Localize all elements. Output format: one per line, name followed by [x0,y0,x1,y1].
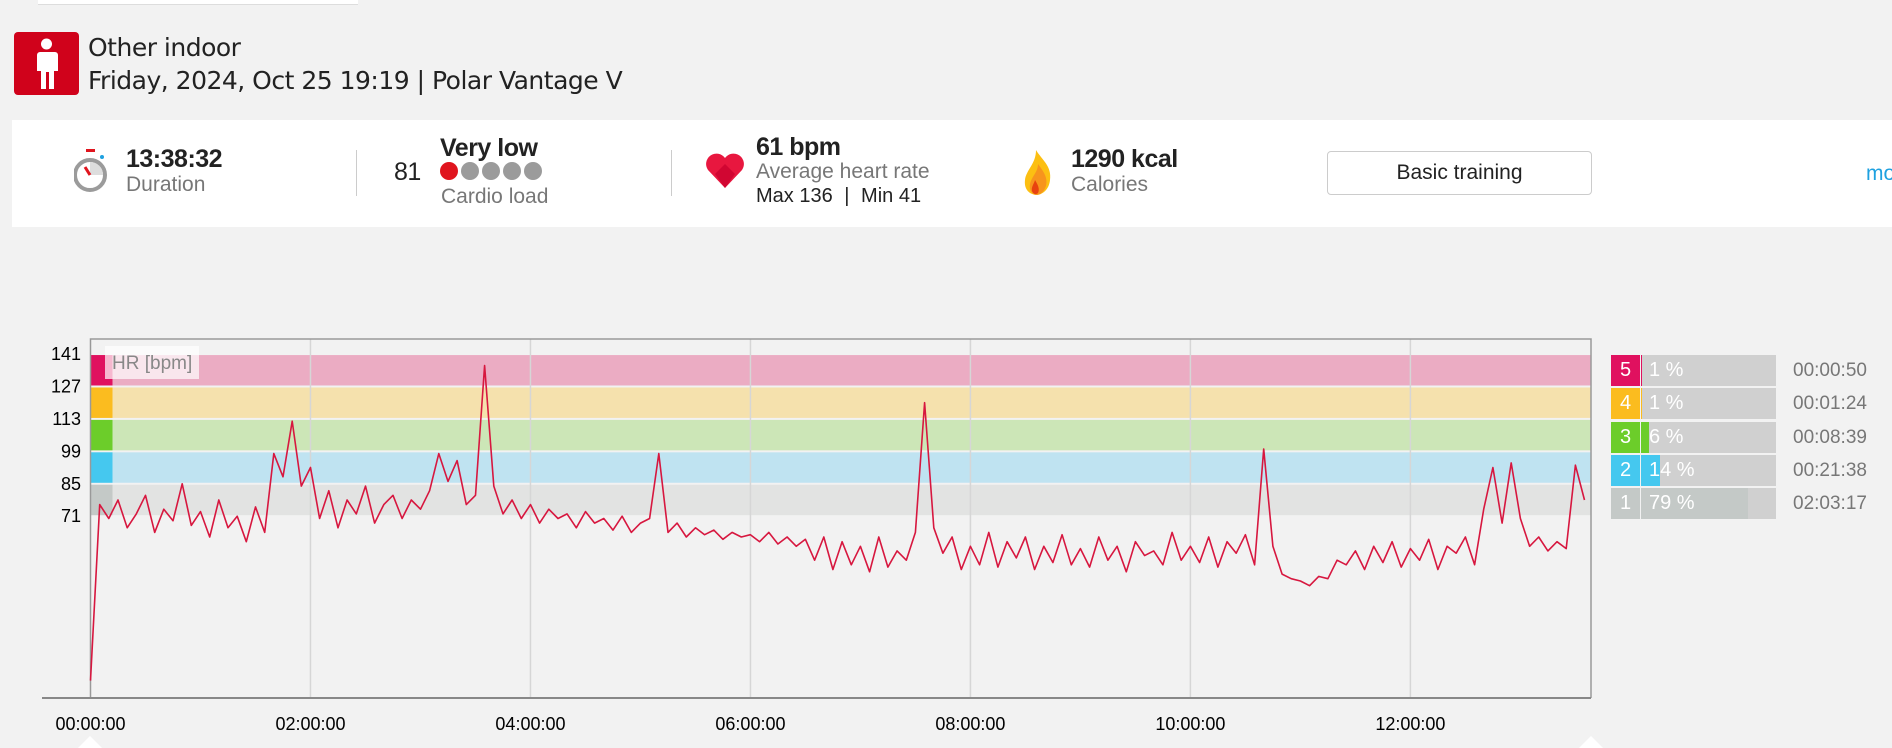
y-tick-label: 127 [51,376,81,396]
load-dot [482,162,500,180]
y-tick-label: 113 [52,409,81,429]
zone-percent: 1 % [1649,392,1684,415]
y-tick-label: 71 [61,506,81,526]
hr-line [89,364,1586,681]
hr-separator: | [844,185,850,207]
zone-marker-4 [90,387,113,418]
zone-time: 00:01:24 [1793,393,1867,415]
more-link[interactable]: mo [1866,162,1892,185]
training-benefit-button[interactable]: Basic training [1327,151,1592,195]
load-dot [524,162,542,180]
duration-label: Duration [126,173,206,196]
sport-title: Other indoor [88,33,241,62]
cardio-load-status: Very low [440,134,538,162]
x-tick-label: 10:00:00 [1155,714,1225,734]
zone-percent: 1 % [1649,359,1684,381]
y-tick-label: 85 [61,474,81,494]
zone-bar-fill [1641,454,1660,486]
cardio-load-value: 81 [394,158,421,186]
zone-marker-1 [90,484,113,516]
x-tick-label: 02:00:00 [275,714,345,734]
zone-time: 02:03:17 [1793,493,1867,515]
hr-min: Min 41 [861,185,922,207]
zone-band-1 [90,484,1591,516]
zone-bar-fill [1641,421,1650,453]
zone-band-4 [90,387,1591,418]
avg-hr-value: 61 bpm [756,133,841,161]
zone-band-3 [90,419,1591,451]
hr-axis-label: HR [bpm] [112,353,192,374]
zone-percent: 14 % [1649,458,1695,481]
cardio-load-label: Cardio load [441,185,549,208]
x-tick-label: 12:00:00 [1375,714,1445,734]
zone-time: 00:00:50 [1793,360,1867,381]
zone-bar: 1 % [1641,355,1776,386]
load-dot [503,162,521,180]
zone-row-1: 1 79 % [1611,488,1776,520]
zone-marker-2 [90,452,113,483]
y-tick-label: 141 [51,344,81,364]
y-tick-label: 99 [61,441,81,461]
zone-bar-fill [1641,388,1643,420]
avg-hr-label: Average heart rate [756,160,930,183]
zone-percent: 79 % [1649,492,1695,515]
zone-time: 00:21:38 [1793,459,1867,481]
zone-bar-fill [1641,488,1748,520]
cardio-load-dots [440,162,545,185]
zone-bar: 14 % [1641,454,1776,486]
zone-row-2: 2 14 % [1611,454,1776,486]
zone-row-4: 4 1 % [1611,388,1776,420]
range-start-handle[interactable] [78,736,102,748]
x-tick-label: 08:00:00 [935,714,1005,734]
heart-icon [705,152,745,195]
zone-bar: 6 % [1641,421,1776,453]
flame-icon [1022,150,1054,201]
zone-row-3: 3 6 % [1611,421,1776,453]
zone-bar-fill [1641,355,1643,386]
zone-marker-3 [90,419,113,451]
zone-number: 2 [1611,454,1640,486]
zone-number: 1 [1611,488,1640,520]
divider [356,150,357,196]
x-tick-label: 04:00:00 [495,714,565,734]
person-sport-icon [14,32,79,95]
x-tick-label: 06:00:00 [715,714,785,734]
zone-time: 00:08:39 [1793,426,1867,448]
zone-row-5: 5 1 % [1611,355,1776,386]
zone-number: 4 [1611,388,1640,420]
stopwatch-icon [73,149,108,198]
zone-band-2 [90,452,1591,483]
calories-value: 1290 kcal [1071,145,1178,173]
plot-border [89,338,1592,698]
load-dot-filled [440,162,458,180]
zone-bar: 1 % [1641,388,1776,420]
zone-bar: 79 % [1641,488,1776,520]
zone-band-5 [90,355,1591,386]
hr-max: Max 136 [756,185,833,207]
load-dot [461,162,479,180]
zone-number: 3 [1611,421,1640,453]
divider [671,150,672,196]
x-tick-label: 00:00:00 [55,714,125,734]
calories-label: Calories [1071,173,1149,196]
top-tab[interactable] [38,0,358,5]
hr-axis-label-bg [105,346,199,379]
hr-max-min: Max 136 | Min 41 [756,185,921,208]
duration-value: 13:38:32 [126,145,223,173]
zone-number: 5 [1611,355,1640,386]
zone-percent: 6 % [1649,425,1684,448]
session-subtitle: Friday, 2024, Oct 25 19:19 | Polar Vanta… [88,66,623,95]
range-end-handle[interactable] [1579,736,1603,748]
